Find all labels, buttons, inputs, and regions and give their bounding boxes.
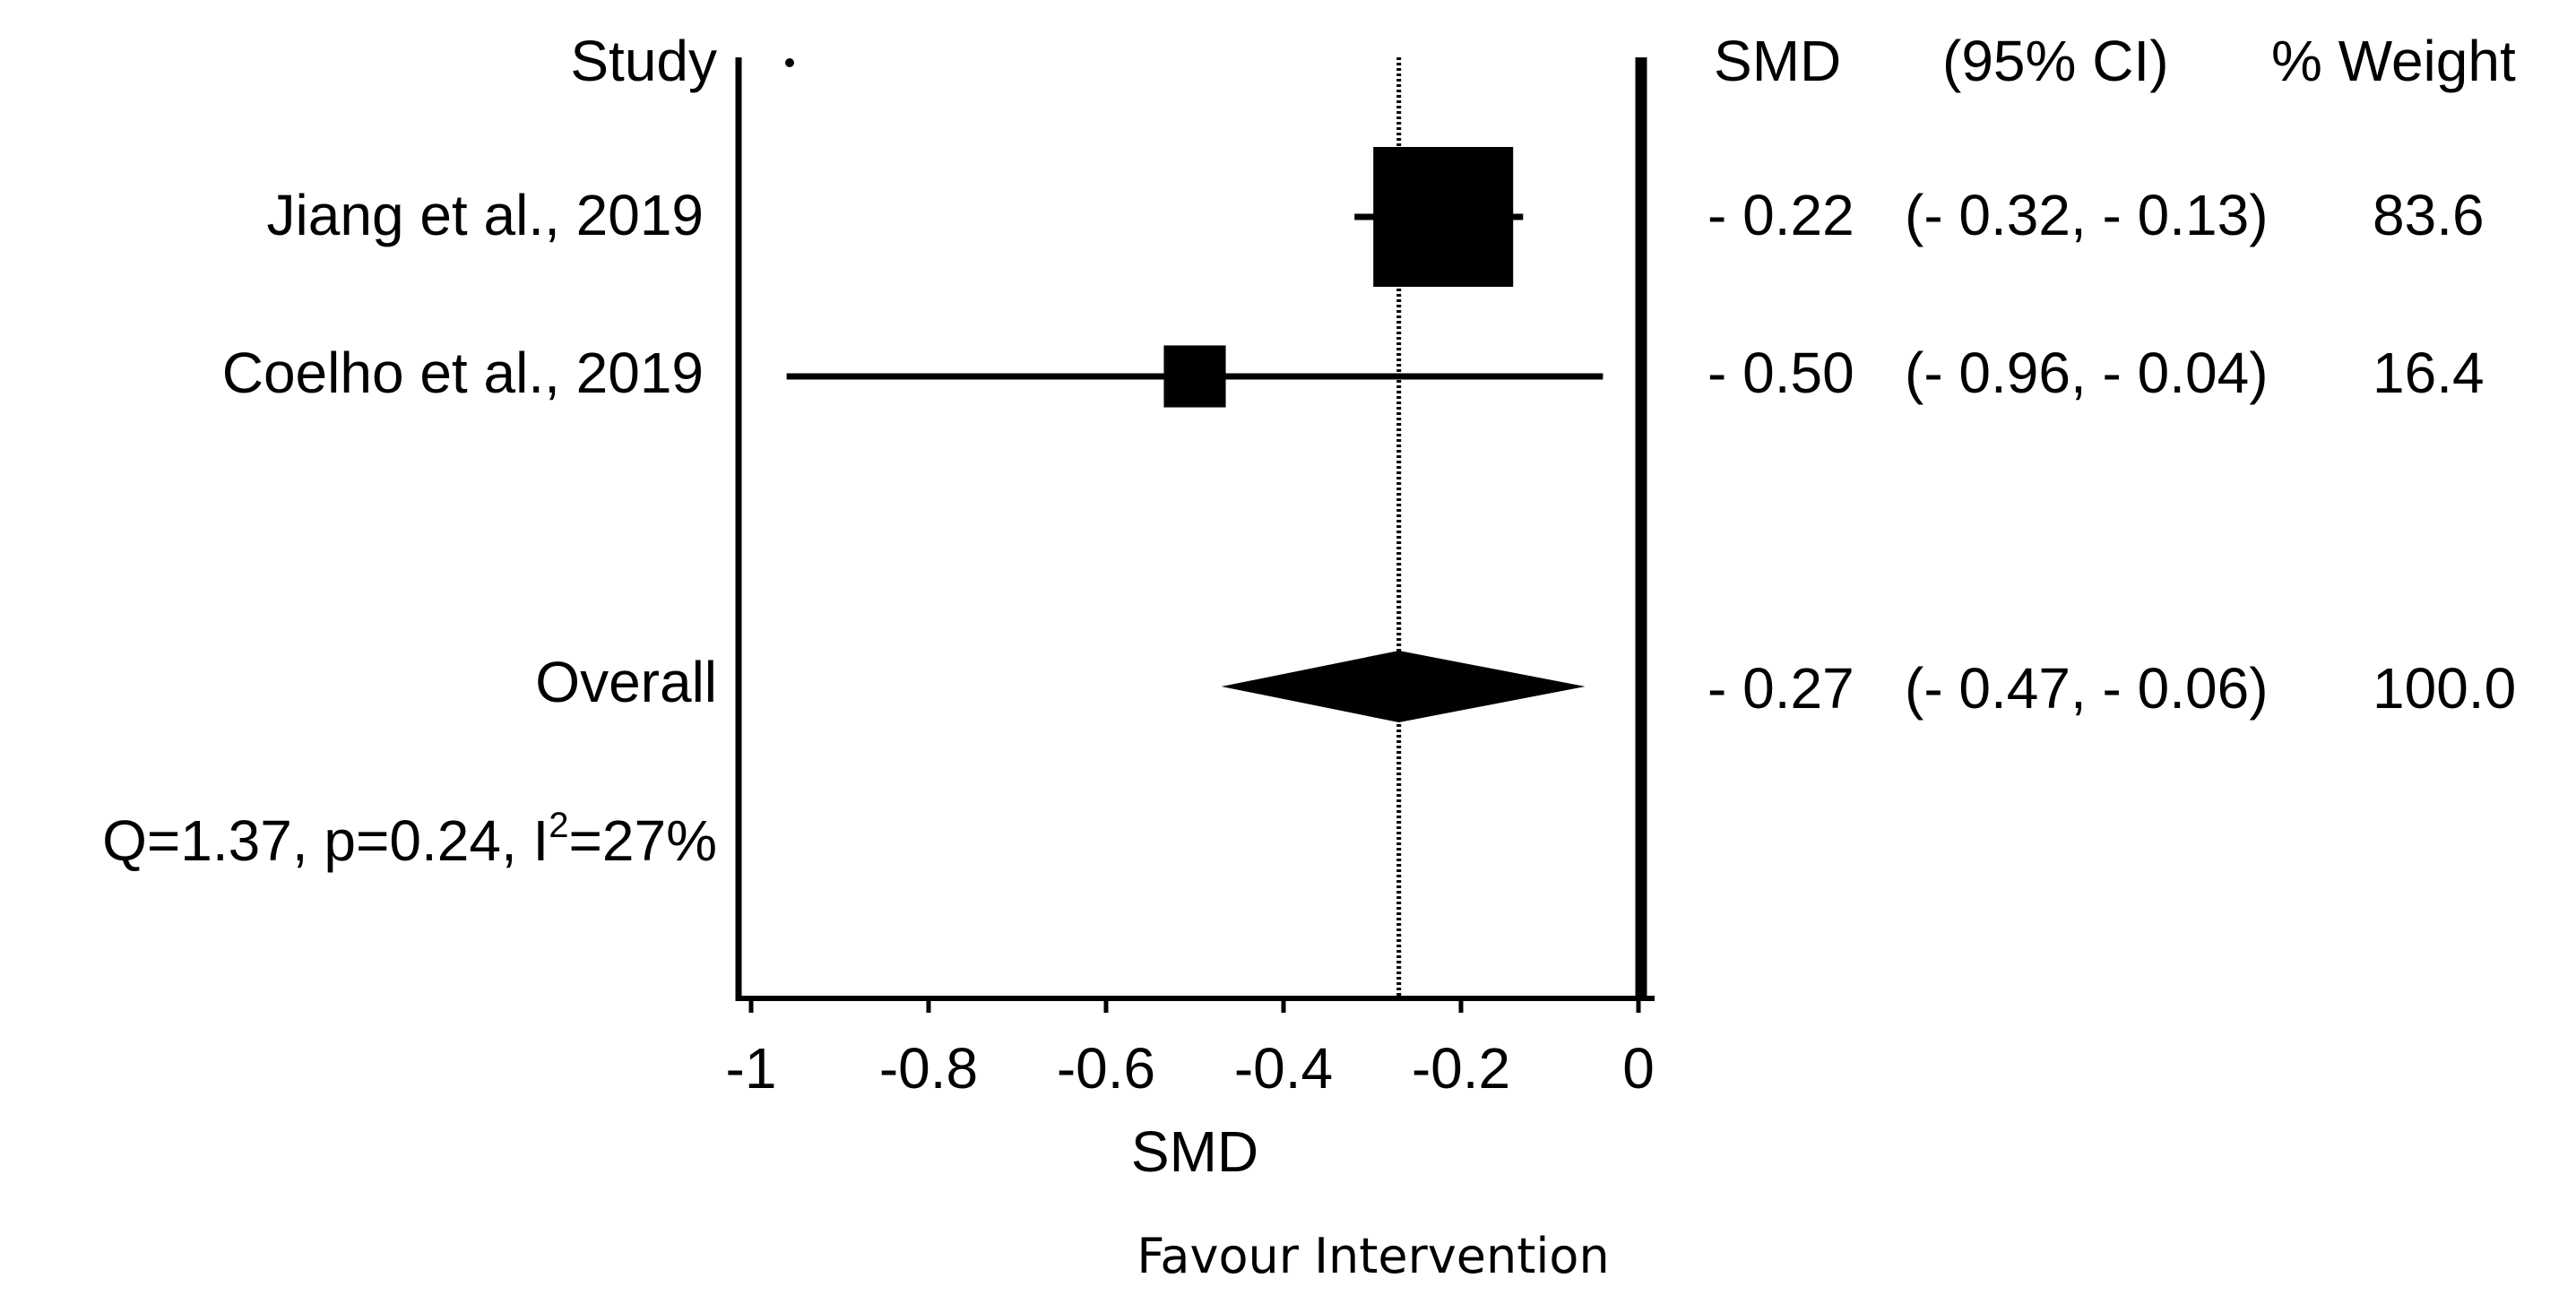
x-tick-label: -0.2 [1412,1036,1510,1101]
ci-value-overall: (- 0.47, - 0.06) [1905,656,2269,721]
heterogeneity-prefix: Q=1.37, p=0.24, I [102,808,549,873]
heterogeneity-superscript: 2 [549,806,568,845]
overall-label: Overall [535,650,717,714]
header-weight: % Weight [2271,29,2516,93]
favour-label: Favour Intervention [1137,1228,1609,1284]
ci-value-jiang: (- 0.32, - 0.13) [1905,183,2269,247]
x-axis-ticks: -1 -0.8 -0.6 -0.4 -0.2 0 [726,998,1655,1101]
study-label-jiang: Jiang et al., 2019 [267,183,704,247]
x-axis-title: SMD [1131,1119,1258,1184]
x-tick-label: -0.6 [1057,1036,1155,1101]
smd-value-overall: - 0.27 [1707,656,1854,721]
ci-value-coelho: (- 0.96, - 0.04) [1905,341,2269,405]
effect-box-jiang [1373,147,1514,287]
x-tick-label: -1 [726,1036,777,1101]
x-tick-label: -0.8 [879,1036,978,1101]
effect-box-coelho [1163,345,1226,408]
study-label-coelho: Coelho et al., 2019 [222,341,704,405]
header-study: Study [570,29,717,93]
weight-value-overall: 100.0 [2373,656,2516,721]
x-tick-label: -0.4 [1234,1036,1333,1101]
weight-value-jiang: 83.6 [2373,183,2485,247]
header-smd: SMD [1714,29,1841,93]
header-marker-dot [785,58,794,67]
weight-value-coelho: 16.4 [2373,341,2485,405]
heterogeneity-text: Q=1.37, p=0.24, I2=27% [102,806,717,873]
overall-diamond [1221,651,1586,722]
header-ci: (95% CI) [1942,29,2169,93]
x-tick-label: 0 [1622,1036,1655,1101]
smd-value-jiang: - 0.22 [1707,183,1854,247]
heterogeneity-suffix: =27% [569,808,717,873]
smd-value-coelho: - 0.50 [1707,341,1854,405]
